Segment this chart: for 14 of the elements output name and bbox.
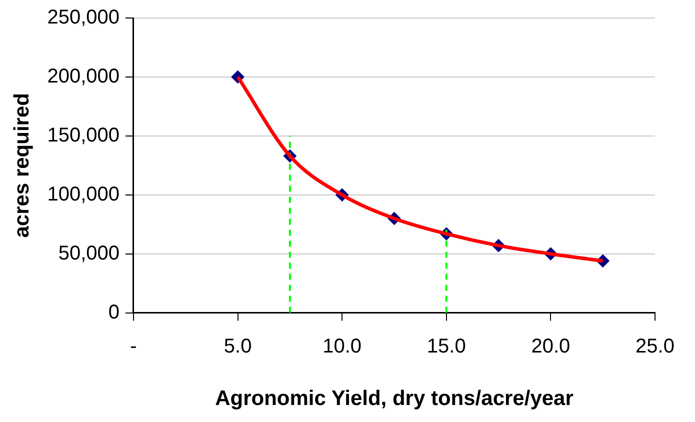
x-tick-label: 25.0 [636, 335, 674, 358]
y-tick-label: 0 [108, 301, 120, 324]
y-axis-title: acres required [10, 93, 34, 238]
x-tick-label: 5.0 [224, 335, 252, 358]
y-tick-label: 100,000 [47, 183, 120, 206]
x-tick-label: 20.0 [531, 335, 570, 358]
x-axis-title: Agronomic Yield, dry tons/acre/year [215, 387, 574, 410]
x-tick-label: - [130, 335, 137, 358]
y-tick-label: 50,000 [58, 242, 120, 264]
x-tick-label: 15.0 [426, 335, 466, 358]
y-tick-label: 200,000 [47, 65, 120, 88]
x-tick-label: 10.0 [322, 335, 362, 358]
y-tick-label: 150,000 [47, 124, 120, 146]
y-tick-label: 250,000 [47, 6, 120, 29]
